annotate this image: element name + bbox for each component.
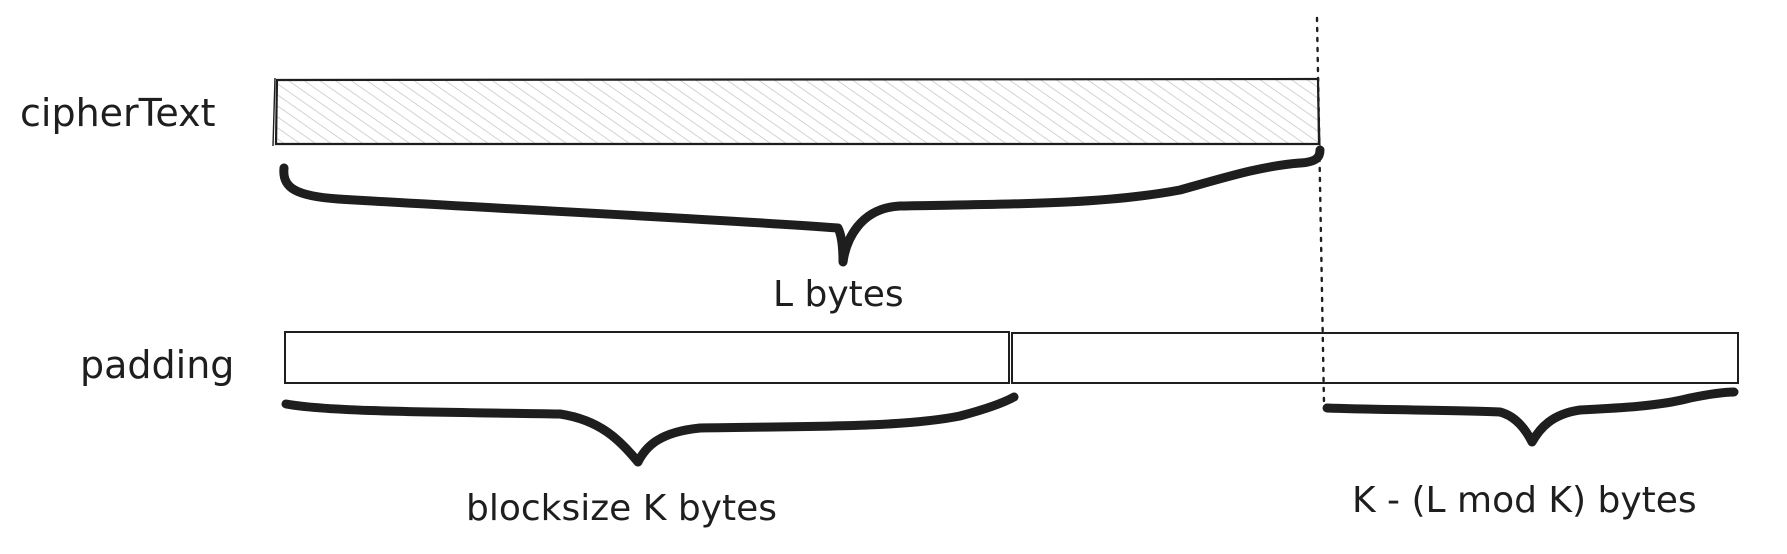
ciphertext-length-label: L bytes: [773, 274, 904, 315]
padding-block-2: [1011, 332, 1739, 384]
ciphertext-bar: [272, 77, 1321, 147]
padding-length-brace: [1322, 387, 1739, 447]
ciphertext-end-marker: [1315, 16, 1326, 406]
block-size-label: blocksize K bytes: [466, 488, 777, 529]
padding-length-label: K - (L mod K) bytes: [1352, 480, 1697, 521]
ciphertext-length-brace: [279, 145, 1325, 267]
padding-row-label: padding: [80, 343, 234, 387]
block-size-brace: [281, 392, 1019, 467]
padding-block-1: [284, 331, 1010, 384]
ciphertext-row-label: cipherText: [20, 91, 216, 135]
